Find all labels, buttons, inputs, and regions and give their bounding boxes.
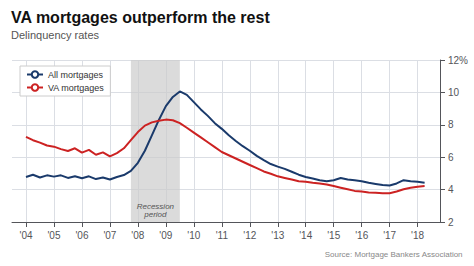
svg-text:Recession: Recession <box>136 201 174 211</box>
svg-text:'05: '05 <box>47 230 60 241</box>
svg-text:'16: '16 <box>355 230 368 241</box>
svg-text:4: 4 <box>448 184 454 195</box>
svg-text:'06: '06 <box>75 230 88 241</box>
svg-text:2: 2 <box>448 217 454 228</box>
svg-text:'10: '10 <box>187 230 200 241</box>
svg-text:'13: '13 <box>271 230 284 241</box>
svg-text:'04: '04 <box>19 230 32 241</box>
svg-text:'15: '15 <box>327 230 340 241</box>
svg-text:period: period <box>143 210 167 219</box>
svg-text:'12: '12 <box>243 230 256 241</box>
svg-text:'17: '17 <box>383 230 396 241</box>
svg-text:All mortgages: All mortgages <box>48 70 104 80</box>
svg-text:VA mortgages: VA mortgages <box>48 83 104 93</box>
svg-text:'09: '09 <box>159 230 172 241</box>
svg-text:VA mortgages outperform the re: VA mortgages outperform the rest <box>11 9 270 26</box>
svg-text:8: 8 <box>448 119 454 130</box>
svg-text:10: 10 <box>448 87 460 98</box>
svg-text:12%: 12% <box>448 55 468 66</box>
svg-text:'18: '18 <box>411 230 424 241</box>
svg-text:Source: Mortgage Bankers Assoc: Source: Mortgage Bankers Association <box>325 250 463 259</box>
svg-text:'07: '07 <box>103 230 116 241</box>
svg-text:'11: '11 <box>216 230 229 241</box>
svg-text:6: 6 <box>448 152 454 163</box>
svg-text:'14: '14 <box>299 230 312 241</box>
svg-text:Delinquency rates: Delinquency rates <box>11 29 100 41</box>
svg-text:'08: '08 <box>131 230 144 241</box>
